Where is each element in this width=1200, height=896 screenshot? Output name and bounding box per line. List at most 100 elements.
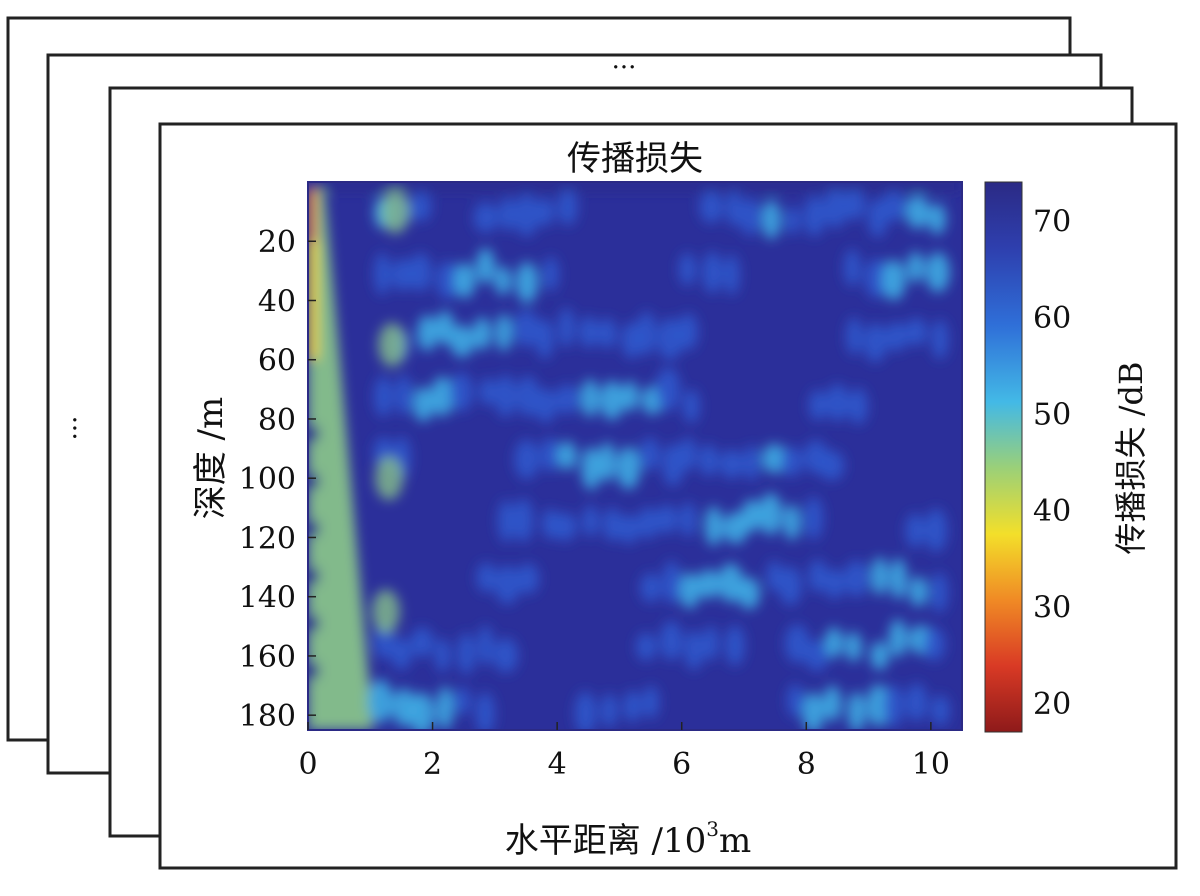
interference-lobe	[702, 625, 719, 661]
interference-lobe	[514, 193, 539, 237]
interference-lobe	[928, 203, 947, 235]
x-axis-label-main: 水平距离 /10	[505, 821, 707, 861]
colorbar-tick-label: 40	[1033, 494, 1071, 529]
interference-lobe	[737, 577, 761, 610]
interference-lobe	[600, 693, 618, 728]
interference-lobe	[478, 377, 497, 406]
interference-lobe	[679, 502, 697, 537]
interference-lobe	[473, 317, 492, 350]
interference-lobe	[905, 195, 930, 229]
near-field-lobe	[378, 322, 407, 367]
heatmap-field	[308, 182, 962, 730]
interference-lobe	[554, 384, 580, 415]
x-axis: 0 2 4 6 8 10	[298, 722, 950, 782]
y-tick-label: 100	[239, 462, 296, 497]
interference-lobe	[881, 259, 906, 301]
colorbar-ticks: 20 30 40 50 60 70	[1033, 205, 1071, 722]
interference-lobe	[655, 367, 681, 412]
interference-lobe	[515, 261, 539, 304]
interference-lobe	[618, 514, 640, 544]
interference-lobe	[410, 627, 434, 658]
interference-lobe	[473, 202, 499, 233]
interference-lobe	[373, 252, 391, 295]
column-null	[308, 614, 320, 633]
interference-lobe	[367, 679, 394, 724]
near-source-column	[308, 182, 374, 730]
heatmap-frame	[307, 181, 963, 731]
interference-lobe	[823, 187, 848, 228]
interference-lobe	[497, 500, 515, 543]
x-tick-label: 6	[672, 747, 691, 782]
interference-lobe	[390, 637, 412, 670]
interference-lobe	[723, 254, 740, 295]
interference-lobe	[863, 323, 887, 363]
interference-lobe	[845, 631, 862, 662]
column-null	[308, 661, 320, 680]
interference-lobe	[743, 445, 761, 481]
colorbar-label: 传播损失 /dB	[1112, 362, 1150, 555]
interference-lobe	[659, 621, 683, 661]
interference-lobe	[516, 563, 540, 595]
interference-lobe	[783, 504, 801, 541]
interference-lobe	[514, 439, 540, 480]
interference-lobe	[516, 376, 540, 417]
interference-lobe	[642, 685, 660, 719]
interference-lobe	[475, 692, 495, 730]
interference-lobe	[826, 383, 849, 422]
interference-lobe	[741, 499, 763, 532]
x-tick-label: 10	[912, 747, 950, 782]
interference-lobe	[847, 691, 866, 730]
interference-lobe	[881, 191, 906, 222]
interference-lobe	[662, 443, 684, 487]
y-axis: 20 40 60 80 100 120 140 160 180	[239, 225, 316, 734]
interference-lobe	[582, 505, 599, 537]
interference-lobe	[391, 258, 415, 291]
interference-lobe	[925, 252, 950, 293]
y-tick-label: 40	[258, 284, 296, 319]
interference-lobe	[409, 253, 432, 292]
y-tick-label: 160	[239, 640, 296, 675]
interference-lobe	[725, 190, 742, 227]
interference-lobe	[808, 389, 828, 421]
colorbar	[984, 181, 1023, 733]
interference-lobe	[494, 266, 512, 296]
interference-lobe	[739, 198, 762, 236]
interference-lobe	[493, 638, 519, 673]
interference-lobe	[931, 319, 949, 360]
x-tick-label: 8	[797, 747, 816, 782]
column-null	[308, 566, 320, 585]
interference-lobe	[866, 683, 890, 727]
interference-lobe	[477, 625, 494, 666]
y-tick-label: 140	[239, 581, 296, 616]
x-axis-label: 水平距离 /103m	[505, 817, 752, 861]
interference-lobe	[682, 389, 700, 423]
interference-lobe	[454, 686, 471, 716]
interference-lobe	[784, 206, 801, 235]
interference-lobe	[621, 381, 639, 412]
x-axis-label-unit: m	[719, 821, 751, 861]
interference-lobe	[909, 576, 928, 607]
interference-lobe	[494, 374, 517, 418]
y-tick-label: 80	[258, 403, 296, 438]
interference-lobe	[684, 630, 704, 671]
interference-lobe	[392, 688, 416, 727]
y-tick-label: 120	[239, 521, 296, 556]
interference-lobe	[597, 318, 617, 349]
interference-lobe	[557, 189, 578, 226]
interference-lobe	[657, 318, 683, 361]
interference-lobe	[778, 566, 802, 606]
interference-lobe	[822, 685, 842, 722]
interference-lobe	[889, 558, 908, 600]
interference-lobe	[373, 376, 393, 417]
interference-lobe	[580, 379, 600, 418]
interference-lobe	[449, 372, 473, 412]
interference-lobe	[409, 692, 435, 730]
x-axis-label-exponent: 3	[706, 817, 719, 841]
y-tick-label: 20	[258, 225, 296, 260]
interference-lobe	[698, 444, 719, 477]
colorbar-tick-label: 60	[1033, 301, 1071, 336]
interference-lobe	[930, 695, 950, 726]
y-tick-label: 60	[258, 344, 296, 379]
interference-lobe	[719, 449, 744, 479]
interference-lobe	[924, 508, 948, 553]
